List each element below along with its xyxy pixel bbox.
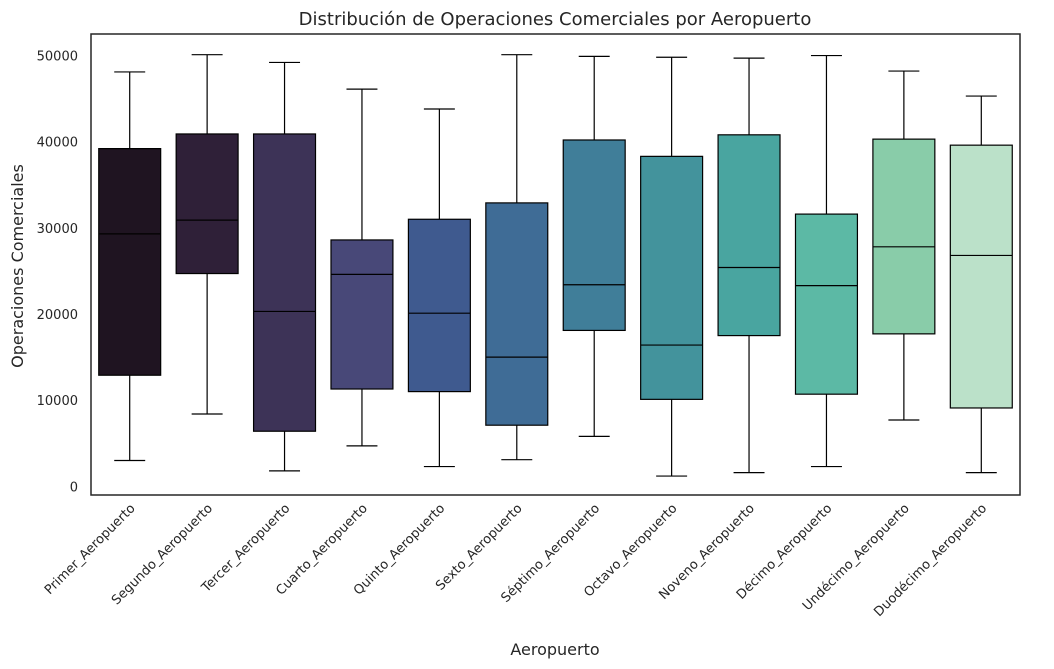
- box-10: [794, 54, 859, 468]
- x-axis-ticks: Primer_AeropuertoSegundo_AeropuertoTerce…: [42, 501, 990, 620]
- y-tick-label: 10000: [37, 394, 78, 409]
- box-iqr: [252, 133, 317, 432]
- box-4: [330, 88, 394, 447]
- box-3: [252, 61, 317, 472]
- plot-marks: [98, 54, 1013, 477]
- box-5: [407, 108, 471, 468]
- box-12: [949, 95, 1013, 474]
- plot-frame: [90, 33, 1021, 496]
- y-tick-label: 50000: [37, 50, 78, 65]
- box-6: [485, 54, 549, 461]
- x-axis-title: Aeropuerto: [510, 640, 599, 659]
- box-9: [717, 57, 781, 474]
- box-iqr: [562, 139, 626, 332]
- box-iqr: [794, 213, 859, 395]
- y-tick-label: 40000: [37, 136, 78, 151]
- box-7: [562, 55, 626, 438]
- box-1: [98, 71, 162, 462]
- box-iqr: [949, 144, 1013, 409]
- box-iqr: [872, 138, 936, 335]
- box-iqr: [98, 148, 162, 376]
- y-axis-title: Operaciones Comerciales: [8, 164, 27, 368]
- y-tick-label: 30000: [37, 222, 78, 237]
- chart-title: Distribución de Operaciones Comerciales …: [299, 9, 812, 30]
- box-iqr: [175, 133, 239, 275]
- box-iqr: [407, 218, 471, 393]
- x-tick-label: Sexto_Aeropuerto: [433, 501, 526, 594]
- y-tick-label: 20000: [37, 308, 78, 323]
- box-iqr: [640, 155, 704, 400]
- box-iqr: [330, 239, 394, 390]
- y-axis-ticks: 0 10000 20000 30000 40000 50000: [37, 50, 78, 496]
- box-2: [175, 54, 239, 415]
- box-iqr: [717, 134, 781, 337]
- box-11: [872, 70, 936, 421]
- y-tick-label: 0: [70, 480, 78, 495]
- box-8: [640, 56, 704, 477]
- box-iqr: [485, 202, 549, 426]
